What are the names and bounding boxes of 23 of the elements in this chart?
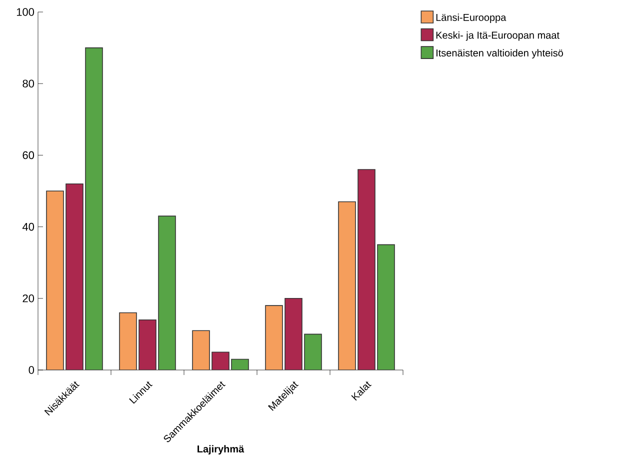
- bar: [158, 216, 176, 370]
- bar: [338, 201, 356, 370]
- y-tick-label: 20: [22, 294, 34, 302]
- bar: [265, 305, 283, 370]
- bar: [138, 319, 156, 370]
- legend-label: Itsenäisten valtioiden yhteisö: [436, 49, 563, 58]
- bar: [192, 330, 210, 370]
- y-tick-label: 40: [22, 222, 34, 231]
- y-tick-label: 100: [16, 8, 34, 16]
- bar: [66, 183, 84, 370]
- bar: [284, 298, 302, 370]
- y-tick-label: 0: [28, 366, 34, 374]
- bar: [304, 334, 322, 370]
- y-tick-label: 60: [22, 151, 34, 160]
- bar: [85, 47, 103, 370]
- bar: [46, 190, 64, 370]
- legend-label: Länsi-Eurooppa: [436, 14, 506, 23]
- legend-label: Keski- ja Itä-Euroopan maat: [436, 31, 560, 41]
- x-axis-title: Lajiryhmä: [198, 445, 244, 454]
- bar: [377, 244, 395, 370]
- bar: [358, 169, 376, 370]
- y-tick-label: 80: [22, 80, 34, 88]
- bar: [119, 312, 137, 370]
